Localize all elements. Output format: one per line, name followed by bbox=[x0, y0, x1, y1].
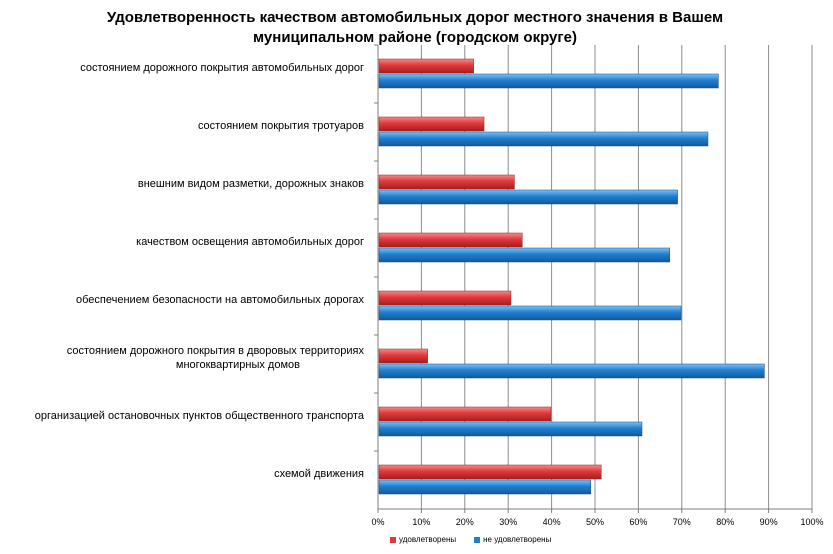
x-tick-label: 30% bbox=[499, 517, 517, 527]
legend-swatch-not-satisfied bbox=[474, 536, 481, 543]
axes bbox=[374, 44, 813, 513]
chart-title: Удовлетворенность качеством автомобильны… bbox=[60, 8, 770, 48]
category-label-line: состоянием покрытия тротуаров bbox=[198, 120, 364, 132]
x-tick-label: 80% bbox=[716, 517, 734, 527]
category-label-line: состоянием дорожного покрытия в дворовых… bbox=[67, 345, 365, 357]
bar-not-satisfied bbox=[378, 305, 682, 321]
bar-not-satisfied bbox=[378, 247, 671, 263]
grid-lines bbox=[420, 45, 813, 509]
x-tick-labels: 0% 10% 20% 30% 40% 50% 60% 70% 80% 90% 100% bbox=[371, 517, 823, 527]
x-tick-label: 40% bbox=[543, 517, 561, 527]
chart-title-line-1: Удовлетворенность качеством автомобильны… bbox=[106, 9, 724, 26]
bar-not-satisfied bbox=[378, 189, 678, 205]
category-label: состоянием покрытия тротуаров bbox=[198, 120, 364, 132]
category-label-line: внешним видом разметки, дорожных знаков bbox=[138, 178, 364, 190]
legend-label-satisfied: удовлетворены bbox=[399, 535, 457, 544]
category-label-line: схемой движения bbox=[274, 468, 364, 480]
category-label: схемой движения bbox=[274, 468, 364, 480]
legend: удовлетворены не удовлетворены bbox=[390, 535, 551, 544]
legend-item-not-satisfied: не удовлетворены bbox=[474, 535, 551, 544]
x-tick-label: 0% bbox=[371, 517, 384, 527]
bar-satisfied bbox=[378, 348, 428, 364]
x-tick-label: 50% bbox=[586, 517, 604, 527]
category-labels: состоянием дорожного покрытия автомобиль… bbox=[35, 62, 365, 480]
bar-not-satisfied bbox=[378, 131, 709, 147]
x-tick-label: 20% bbox=[456, 517, 474, 527]
bar-satisfied bbox=[378, 174, 515, 190]
x-tick-label: 90% bbox=[760, 517, 778, 527]
category-label: внешним видом разметки, дорожных знаков bbox=[138, 178, 364, 190]
category-label: организацией остановочных пунктов общест… bbox=[35, 410, 365, 422]
bar-not-satisfied bbox=[378, 421, 643, 437]
x-tick-label: 70% bbox=[673, 517, 691, 527]
category-label-line: качеством освещения автомобильных дорог bbox=[136, 236, 364, 248]
bar-satisfied bbox=[378, 290, 512, 306]
category-label: качеством освещения автомобильных дорог bbox=[136, 236, 364, 248]
bar-satisfied bbox=[378, 116, 485, 132]
bar-satisfied bbox=[378, 406, 552, 422]
category-label-line: обеспечением безопасности на автомобильн… bbox=[76, 294, 364, 306]
x-tick-label: 10% bbox=[412, 517, 430, 527]
category-label-line: состоянием дорожного покрытия автомобиль… bbox=[80, 62, 364, 74]
bar-not-satisfied bbox=[378, 363, 765, 379]
bar-satisfied bbox=[378, 232, 523, 248]
category-label-line: многоквартирных домов bbox=[176, 359, 300, 371]
bars bbox=[378, 58, 765, 495]
bar-satisfied bbox=[378, 464, 602, 480]
category-label: состоянием дорожного покрытия в дворовых… bbox=[67, 345, 365, 371]
legend-item-satisfied: удовлетворены bbox=[390, 535, 456, 544]
x-tick-label: 100% bbox=[800, 517, 823, 527]
category-label-line: организацией остановочных пунктов общест… bbox=[35, 410, 365, 422]
legend-swatch-satisfied bbox=[390, 536, 396, 543]
category-label: обеспечением безопасности на автомобильн… bbox=[76, 294, 364, 306]
legend-label-not-satisfied: не удовлетворены bbox=[483, 535, 552, 544]
bar-not-satisfied bbox=[378, 479, 592, 495]
bar-not-satisfied bbox=[378, 73, 719, 89]
bar-satisfied bbox=[378, 58, 474, 74]
category-label: состоянием дорожного покрытия автомобиль… bbox=[80, 62, 364, 74]
x-tick-label: 60% bbox=[629, 517, 647, 527]
chart-title-line-2: муниципальном районе (городском округе) bbox=[253, 29, 577, 46]
